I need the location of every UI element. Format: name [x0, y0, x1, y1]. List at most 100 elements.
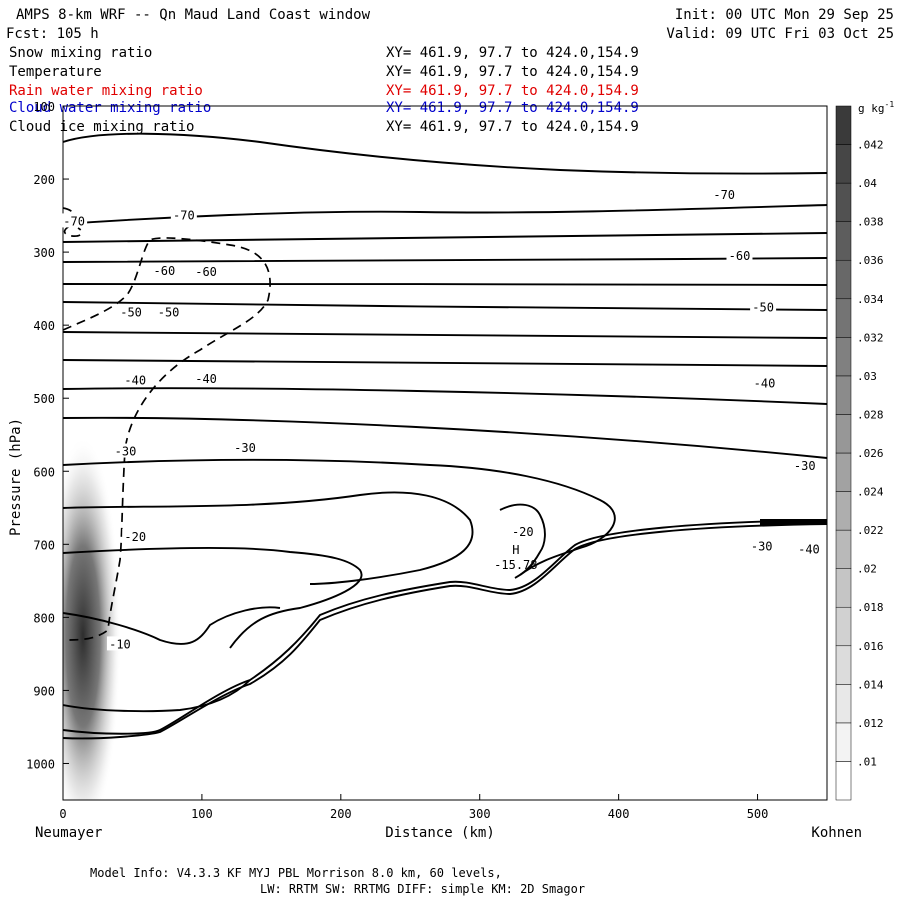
model-physics: LW: RRTM SW: RRTMG DIFF: simple KM: 2D S…: [260, 882, 585, 896]
colorbar-label: .018: [857, 601, 884, 614]
temperature-label: -40: [754, 377, 776, 391]
temperature-label: -60: [195, 265, 217, 279]
extremum-value: -15.78: [494, 558, 537, 572]
x-right-station: Kohnen: [811, 825, 862, 841]
y-tick-label: 1000: [26, 757, 55, 771]
colorbar-swatch: [835, 259, 852, 300]
x-tick-label: 100: [191, 807, 213, 821]
extremum-symbol: H: [512, 543, 519, 557]
label-knockout: [748, 538, 775, 553]
colorbar-swatch: [835, 221, 852, 261]
chart-title: AMPS 8-km WRF -- Qn Maud Land Coast wind…: [16, 7, 371, 23]
temperature-label: -40: [124, 374, 146, 388]
temperature-label: -30: [751, 540, 773, 554]
colorbar-label: .016: [857, 640, 884, 653]
colorbar-swatch: [835, 105, 852, 145]
field-name: Snow mixing ratio: [9, 45, 152, 61]
label-knockout: [231, 439, 258, 454]
label-knockout: [122, 372, 149, 387]
colorbar-label: .032: [857, 331, 884, 344]
y-tick-label: 100: [33, 100, 55, 114]
temperature-contours: [63, 132, 827, 740]
label-knockout: [61, 213, 88, 228]
label-knockout: [509, 523, 536, 538]
temperature-labels: -70 -70 -70 -60 -60 -60 -50 -50 -50 -40 -40 -40 -30 -…: [61, 187, 822, 651]
y-tick-label: 200: [33, 173, 55, 187]
label-knockout: [118, 304, 145, 319]
label-knockout: [726, 247, 753, 262]
label-knockout: [155, 304, 182, 319]
colorbar-label: .042: [857, 139, 884, 152]
x-tick-label: 500: [747, 807, 769, 821]
field-xy: XY= 461.9, 97.7 to 424.0,154.9: [386, 100, 639, 116]
colorbar-swatch: [835, 144, 852, 184]
colorbar-swatch: [835, 684, 852, 724]
colorbar-swatch: [835, 645, 852, 685]
plot-frame: [62, 105, 828, 801]
field-xy: XY= 461.9, 97.7 to 424.0,154.9: [386, 83, 639, 99]
colorbar-swatch: [835, 529, 852, 569]
colorbar-swatch: [835, 722, 852, 762]
forecast-hour: Fcst: 105 h: [6, 26, 99, 42]
y-axis-label: Pressure (hPa): [8, 418, 24, 536]
valid-time: Valid: 09 UTC Fri 03 Oct 25: [666, 26, 894, 42]
temperature-label: -10: [109, 637, 131, 651]
temperature-label: -60: [154, 264, 176, 278]
colorbar-label: .03: [857, 370, 877, 383]
temperature-label: -50: [752, 301, 774, 315]
label-knockout: [193, 371, 220, 386]
colorbar-swatch: [835, 761, 852, 801]
field-xy: XY= 461.9, 97.7 to 424.0,154.9: [386, 45, 639, 61]
x-tick-label: 0: [59, 807, 66, 821]
colorbar-label: .022: [857, 524, 884, 537]
label-knockout: [711, 187, 738, 202]
colorbar-label: .038: [857, 216, 884, 229]
colorbar-swatch: [835, 337, 852, 377]
temperature-label: -30: [115, 445, 137, 459]
x-tick-label: 200: [330, 807, 352, 821]
y-tick-label: 800: [33, 611, 55, 625]
colorbar-swatch: [835, 414, 852, 454]
colorbar: .01 .012 .014 .016 .018 .02 .022 .024 .026 .028 .0…: [835, 105, 884, 801]
field-legend: Snow mixing ratio XY= 461.9, 97.7 to 424…: [9, 45, 639, 135]
temperature-label: -70: [63, 214, 85, 228]
temperature-label: -20: [512, 525, 534, 539]
label-knockout: [112, 443, 139, 458]
y-tick-label: 600: [33, 465, 55, 479]
temperature-label: -30: [234, 441, 256, 455]
label-knockout: [151, 263, 178, 278]
temperature-label: -70: [713, 188, 735, 202]
field-xy: XY= 461.9, 97.7 to 424.0,154.9: [386, 64, 639, 80]
plot-area: [63, 132, 827, 800]
colorbar-label: .036: [857, 254, 884, 267]
colorbar-swatch: [835, 568, 852, 608]
field-name: Cloud water mixing ratio: [9, 100, 211, 116]
colorbar-label: .034: [857, 293, 884, 306]
y-tick-label: 400: [33, 319, 55, 333]
temperature-label: -40: [798, 542, 820, 556]
colorbar-unit: g kg-1: [858, 100, 894, 115]
terrain-edge: [760, 519, 827, 525]
colorbar-label: .012: [857, 717, 884, 730]
x-tick-label: 300: [469, 807, 491, 821]
colorbar-label: .04: [857, 177, 877, 190]
field-name: Rain water mixing ratio: [9, 83, 203, 99]
init-time: Init: 00 UTC Mon 29 Sep 25: [675, 7, 894, 23]
extrema-markers: H-15.78: [494, 543, 537, 572]
x-tick-label: 400: [608, 807, 630, 821]
label-knockout: [106, 636, 133, 651]
field-name: Cloud ice mixing ratio: [9, 119, 194, 135]
temperature-label: -60: [729, 249, 751, 263]
temperature-label: -30: [794, 459, 816, 473]
y-tick-label: 700: [33, 538, 55, 552]
label-knockout: [791, 458, 818, 473]
colorbar-label: .01: [857, 755, 877, 768]
label-knockout: [751, 375, 778, 390]
colorbar-swatch: [835, 375, 852, 415]
model-info: Model Info: V4.3.3 KF MYJ PBL Morrison 8…: [90, 866, 502, 880]
field-xy: XY= 461.9, 97.7 to 424.0,154.9: [386, 119, 639, 135]
field-name: Temperature: [9, 64, 102, 80]
x-left-station: Neumayer: [35, 825, 102, 841]
temperature-label: -50: [120, 306, 142, 320]
